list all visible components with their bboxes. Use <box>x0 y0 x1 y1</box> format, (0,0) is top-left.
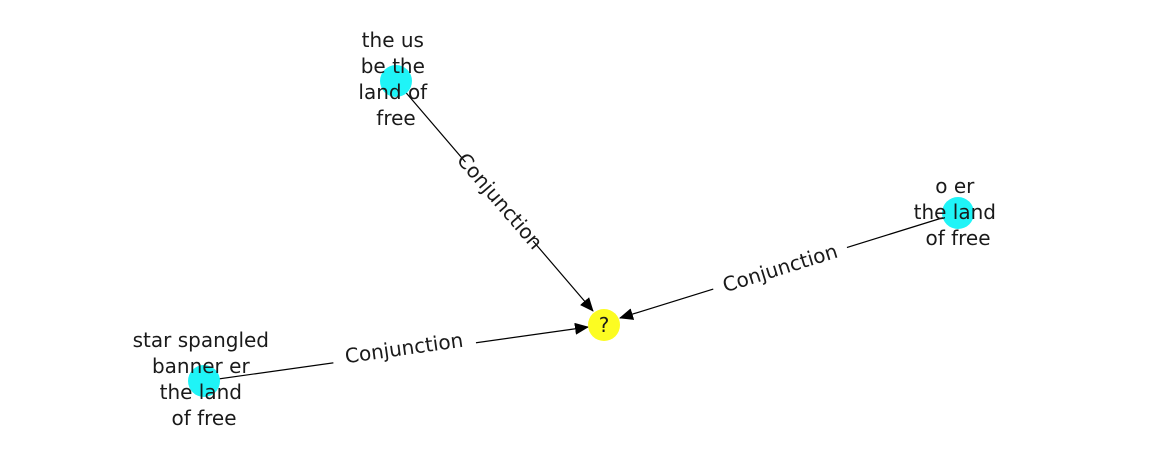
edge-labels: Conjunction Conjunction Conjunction <box>330 148 851 371</box>
edge-label-1: Conjunction <box>452 148 548 254</box>
edge-label-3: Conjunction <box>343 328 464 368</box>
source-node-1[interactable] <box>380 65 412 97</box>
target-node-label: ? <box>599 313 610 337</box>
source-node-3[interactable] <box>188 365 220 397</box>
source-node-label-2: o er the land of free <box>914 174 1003 250</box>
source-node-label-1: the us be the land of free <box>358 28 433 130</box>
source-node-label-3: star spangled banner er the land of free <box>133 328 276 430</box>
nodes <box>188 65 974 397</box>
edges <box>203 80 959 382</box>
source-node-2[interactable] <box>942 197 974 229</box>
target-node[interactable] <box>588 309 620 341</box>
node-labels: the us be the land of free o er the land… <box>133 28 1003 430</box>
